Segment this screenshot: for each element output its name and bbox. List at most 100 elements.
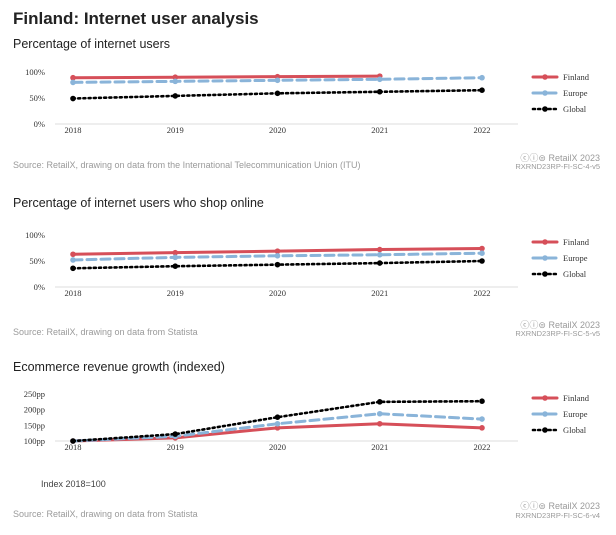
legend-marker-finland bbox=[542, 395, 548, 401]
data-point-europe bbox=[376, 76, 383, 83]
x-tick-label: 2018 bbox=[65, 288, 82, 298]
chart-internet-users: 0% 50% 100% 2018 2019 2020 2021 2022 Finland Euro… bbox=[25, 67, 590, 135]
legend-label-europe: Europe bbox=[563, 409, 588, 419]
data-point-global bbox=[479, 87, 485, 93]
legend-label-global: Global bbox=[563, 269, 587, 279]
data-point-europe bbox=[70, 257, 76, 263]
x-tick-label: 2020 bbox=[269, 442, 286, 452]
legend-label-europe: Europe bbox=[563, 253, 588, 263]
data-point-europe bbox=[376, 251, 383, 258]
data-point-europe bbox=[479, 250, 485, 256]
chart-online-shoppers: 0% 50% 100% 2018 2019 2020 2021 2022 Finland Euro… bbox=[25, 230, 590, 298]
data-point-finland bbox=[479, 245, 485, 252]
data-point-europe bbox=[172, 254, 179, 261]
data-point-global bbox=[376, 399, 383, 405]
legend-marker-global bbox=[542, 271, 548, 277]
data-point-global bbox=[376, 260, 383, 266]
y-tick-label: 0% bbox=[34, 282, 45, 292]
data-point-global bbox=[172, 431, 179, 437]
data-point-global bbox=[274, 90, 281, 97]
x-tick-label: 2019 bbox=[167, 125, 184, 135]
data-point-finland bbox=[70, 251, 76, 258]
data-point-global bbox=[376, 88, 383, 95]
x-tick-label: 2021 bbox=[371, 442, 388, 452]
data-point-global bbox=[479, 258, 485, 264]
data-point-finland bbox=[479, 425, 485, 431]
chart-code: RXRND23RP-FI-SC-5-v5 bbox=[515, 329, 600, 338]
legend-marker-europe bbox=[542, 90, 548, 96]
legend-label-finland: Finland bbox=[563, 72, 590, 82]
legend-marker-global bbox=[542, 427, 548, 433]
data-point-global bbox=[70, 265, 76, 272]
data-point-finland bbox=[376, 420, 383, 427]
y-tick-label: 0% bbox=[34, 119, 45, 129]
data-point-global bbox=[274, 414, 281, 420]
data-point-finland bbox=[376, 246, 383, 253]
legend-marker-europe bbox=[542, 411, 548, 417]
chart-source: Source: RetailX, drawing on data from th… bbox=[13, 160, 361, 170]
brand-label: ⓒⓘ⊜ RetailX 2023 bbox=[520, 501, 600, 511]
x-tick-label: 2018 bbox=[65, 442, 82, 452]
chart-title: Ecommerce revenue growth (indexed) bbox=[13, 360, 225, 374]
x-tick-label: 2022 bbox=[474, 442, 491, 452]
y-tick-label: 100pp bbox=[24, 436, 45, 446]
series-line-finland bbox=[71, 74, 382, 80]
x-tick-label: 2019 bbox=[167, 442, 184, 452]
y-tick-label: 150pp bbox=[24, 420, 45, 430]
data-point-finland bbox=[172, 249, 179, 256]
legend-label-europe: Europe bbox=[563, 88, 588, 98]
data-point-finland bbox=[274, 425, 281, 431]
legend-marker-finland bbox=[542, 239, 548, 245]
data-point-europe bbox=[274, 420, 281, 427]
data-point-europe bbox=[479, 416, 485, 422]
data-point-global bbox=[274, 261, 281, 268]
y-tick-label: 100% bbox=[25, 67, 45, 77]
brand-label: ⓒⓘ⊜ RetailX 2023 bbox=[520, 153, 600, 163]
data-point-finland bbox=[274, 248, 281, 254]
data-point-europe bbox=[274, 253, 281, 259]
x-tick-label: 2021 bbox=[371, 288, 388, 298]
legend-label-finland: Finland bbox=[563, 393, 590, 403]
legend-label-global: Global bbox=[563, 104, 587, 114]
data-point-europe bbox=[70, 79, 76, 86]
legend-label-finland: Finland bbox=[563, 237, 590, 247]
y-tick-label: 100% bbox=[25, 230, 45, 240]
data-point-europe bbox=[172, 78, 179, 85]
series-line-global bbox=[71, 399, 484, 443]
x-tick-label: 2020 bbox=[269, 125, 286, 135]
data-point-europe bbox=[274, 77, 281, 84]
data-point-finland bbox=[172, 74, 179, 80]
y-tick-label: 50% bbox=[29, 256, 45, 266]
data-point-global bbox=[70, 95, 76, 102]
legend-marker-europe bbox=[542, 255, 548, 261]
chart-source: Source: RetailX, drawing on data from St… bbox=[13, 327, 198, 337]
data-point-finland bbox=[70, 74, 76, 81]
chart-code: RXRND23RP-FI-SC-4-v5 bbox=[515, 162, 600, 171]
x-tick-label: 2022 bbox=[474, 125, 491, 135]
legend-marker-global bbox=[542, 106, 548, 112]
chart-title: Percentage of internet users who shop on… bbox=[13, 196, 264, 210]
brand-label: ⓒⓘ⊜ RetailX 2023 bbox=[520, 320, 600, 330]
data-point-global bbox=[70, 438, 76, 444]
x-tick-label: 2022 bbox=[474, 288, 491, 298]
legend-label-global: Global bbox=[563, 425, 587, 435]
chart-code: RXRND23RP-FI-SC-6-v4 bbox=[515, 511, 600, 520]
data-point-global bbox=[479, 398, 485, 405]
data-point-europe bbox=[479, 74, 485, 81]
data-point-global bbox=[172, 263, 179, 269]
x-tick-label: 2019 bbox=[167, 288, 184, 298]
x-tick-label: 2020 bbox=[269, 288, 286, 298]
chart-revenue-growth: 100pp 150pp 200pp 250pp 2018 2019 2020 2021 2022… bbox=[24, 389, 590, 452]
y-tick-label: 200pp bbox=[24, 405, 45, 415]
y-tick-label: 50% bbox=[29, 93, 45, 103]
x-tick-label: 2018 bbox=[65, 125, 82, 135]
data-point-global bbox=[172, 93, 179, 99]
y-tick-label: 250pp bbox=[24, 389, 45, 399]
data-point-europe bbox=[376, 410, 383, 417]
chart-title: Percentage of internet users bbox=[13, 37, 171, 51]
x-tick-label: 2021 bbox=[371, 125, 388, 135]
legend-marker-finland bbox=[542, 74, 548, 80]
index-note: Index 2018=100 bbox=[41, 479, 106, 489]
page-title: Finland: Internet user analysis bbox=[13, 9, 259, 28]
chart-source: Source: RetailX, drawing on data from St… bbox=[13, 509, 198, 519]
